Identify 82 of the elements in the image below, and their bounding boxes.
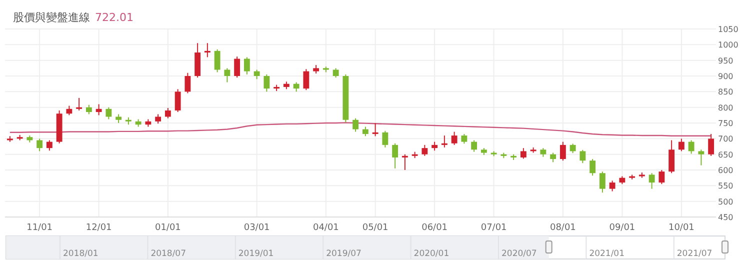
y-tick-label: 900 bbox=[718, 72, 734, 81]
candlestick bbox=[461, 133, 468, 144]
candlestick bbox=[698, 149, 704, 166]
y-tick-label: 500 bbox=[718, 197, 734, 206]
candlestick bbox=[352, 118, 359, 132]
text: 2020/01 bbox=[414, 249, 450, 259]
text: 2019/01 bbox=[238, 249, 274, 259]
text: 2021/07 bbox=[676, 249, 712, 259]
x-tick-label: 06/01 bbox=[422, 223, 448, 233]
y-tick-label: 600 bbox=[718, 166, 734, 175]
candlestick bbox=[332, 68, 339, 78]
candlestick bbox=[66, 105, 72, 116]
candlestick bbox=[362, 126, 368, 137]
candlestick bbox=[155, 114, 162, 124]
x-tick-label: 03/01 bbox=[244, 223, 270, 233]
candlestick bbox=[688, 140, 694, 154]
text: 2018/07 bbox=[150, 249, 186, 259]
y-tick-label: 850 bbox=[718, 88, 734, 97]
candlestick bbox=[46, 140, 52, 152]
candlestick bbox=[264, 74, 270, 92]
y-tick-label: 800 bbox=[718, 103, 734, 112]
y-tick-label: 450 bbox=[718, 213, 734, 222]
candlestick bbox=[293, 82, 300, 92]
candlestick bbox=[668, 140, 675, 174]
candlestick bbox=[402, 154, 408, 170]
candlestick bbox=[234, 56, 240, 78]
text: 2019/07 bbox=[326, 249, 362, 259]
candlestick bbox=[214, 48, 220, 73]
candlestick bbox=[422, 144, 428, 156]
candlestick bbox=[658, 170, 665, 185]
candlestick bbox=[471, 140, 478, 152]
candlestick bbox=[36, 138, 43, 152]
candlestick bbox=[164, 107, 171, 119]
x-tick-label: 08/01 bbox=[550, 223, 576, 233]
x-tick-label: 11/01 bbox=[26, 223, 53, 233]
candlestick bbox=[590, 158, 596, 176]
chart-title: 股價與變盤進線 bbox=[13, 11, 90, 24]
y-tick-label: 1000 bbox=[718, 40, 738, 50]
text: 2018/01 bbox=[63, 249, 98, 259]
candlestick bbox=[392, 142, 398, 169]
candlestick bbox=[372, 122, 378, 137]
candlestick bbox=[648, 172, 655, 190]
x-tick-label: 09/01 bbox=[609, 223, 636, 233]
candlestick bbox=[520, 148, 526, 160]
x-tick-label: 01/01 bbox=[154, 223, 181, 233]
text: 722.01 bbox=[95, 11, 134, 24]
y-tick-label: 950 bbox=[718, 56, 734, 66]
candlestick bbox=[174, 88, 181, 113]
candlestick bbox=[303, 68, 310, 91]
text: 2021/01 bbox=[589, 249, 625, 259]
y-tick-label: 1050 bbox=[718, 25, 738, 34]
candlestick bbox=[570, 143, 576, 154]
text: 2020/07 bbox=[502, 249, 537, 259]
candlestick bbox=[708, 133, 714, 156]
candlestick bbox=[194, 42, 201, 78]
candlestick bbox=[96, 104, 102, 116]
candlestick bbox=[580, 149, 586, 164]
x-tick-label: 05/01 bbox=[362, 223, 388, 233]
candlestick bbox=[254, 69, 260, 80]
candlestick bbox=[224, 68, 230, 83]
candlestick bbox=[382, 130, 388, 148]
candlestick bbox=[550, 152, 556, 163]
candlestick bbox=[76, 97, 82, 111]
candlestick bbox=[451, 131, 458, 146]
candlestick bbox=[609, 180, 616, 192]
y-tick-label: 750 bbox=[718, 119, 734, 128]
candlestick bbox=[106, 106, 112, 120]
candlestick bbox=[441, 135, 448, 148]
candlestick bbox=[204, 42, 210, 58]
y-tick-label: 650 bbox=[718, 150, 734, 160]
x-tick-label: 10/01 bbox=[668, 223, 694, 233]
candlestick bbox=[599, 171, 606, 194]
x-tick-label: 12/01 bbox=[86, 223, 112, 233]
candlestick bbox=[184, 72, 191, 94]
candlestick bbox=[244, 56, 250, 75]
y-tick-label: 550 bbox=[718, 182, 734, 191]
x-tick-label: 07/01 bbox=[480, 223, 507, 233]
candlestick bbox=[86, 104, 92, 115]
candlestick bbox=[678, 138, 684, 152]
candlestick bbox=[560, 141, 566, 162]
x-tick-label: 04/01 bbox=[312, 223, 339, 233]
y-tick-label: 700 bbox=[718, 134, 734, 144]
